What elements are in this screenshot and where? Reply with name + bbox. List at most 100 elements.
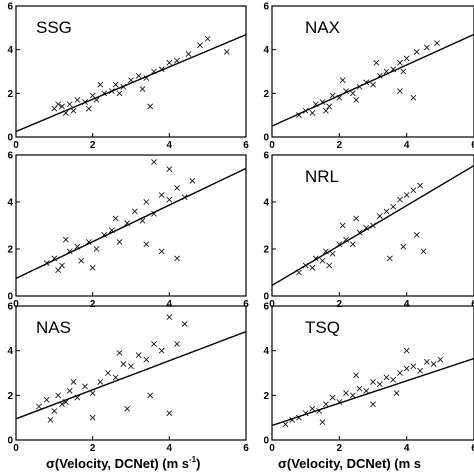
y-tick-label: 2	[7, 391, 13, 402]
data-point	[400, 68, 407, 75]
x-tick-label: 4	[404, 299, 410, 310]
points	[296, 40, 440, 119]
scatter-panel: 00 2 2 4 4 6 6	[7, 151, 249, 311]
points	[296, 182, 427, 276]
data-point	[112, 374, 119, 381]
data-point	[131, 208, 138, 215]
data-point	[322, 107, 329, 114]
data-point	[55, 267, 62, 274]
data-point	[139, 86, 146, 92]
data-point	[174, 255, 180, 262]
data-point	[59, 262, 65, 269]
data-point	[383, 208, 390, 215]
data-point	[343, 236, 349, 243]
y-tick-label: 6	[7, 151, 13, 162]
data-point	[373, 59, 380, 66]
y-tick-label: 4	[263, 45, 269, 56]
data-point	[151, 341, 157, 347]
fit-line	[272, 33, 474, 127]
x-tick-label: 0	[269, 299, 275, 310]
data-point	[410, 187, 417, 194]
data-point	[282, 421, 289, 428]
x-axis-label-left: σ(Velocity, DCNet) (m s-1)	[46, 455, 200, 471]
data-point	[339, 77, 346, 84]
x-tick-label: 0	[269, 140, 275, 151]
scatter-panel: 00 2 2 4 4 6 6 NRL	[263, 151, 474, 310]
y-tick-label: 0	[263, 292, 269, 303]
data-point	[353, 372, 360, 379]
data-point	[143, 356, 150, 363]
data-point	[339, 222, 346, 229]
data-point	[151, 159, 157, 165]
x-tick-label: 4	[167, 140, 173, 151]
data-point	[78, 257, 85, 264]
x-tick-label: 6	[243, 140, 249, 151]
data-point	[185, 51, 192, 57]
x-tick-label: 0	[13, 299, 19, 310]
data-point	[174, 185, 180, 191]
data-point	[181, 320, 188, 327]
data-point	[410, 94, 417, 101]
points	[43, 159, 196, 274]
x-tick-label: 4	[167, 443, 173, 454]
fit-line	[272, 164, 474, 287]
data-point	[397, 88, 403, 95]
data-point	[376, 381, 383, 388]
data-point	[89, 264, 96, 271]
data-point	[349, 241, 356, 248]
points	[36, 314, 188, 423]
data-point	[223, 48, 230, 55]
data-point	[143, 199, 150, 205]
panel-frame	[271, 154, 474, 297]
data-point	[147, 103, 154, 110]
data-point	[116, 90, 123, 97]
data-point	[410, 363, 417, 370]
data-point	[390, 376, 397, 383]
data-point	[370, 81, 376, 88]
x-tick-label: 4	[167, 299, 173, 310]
data-point	[189, 177, 196, 184]
data-point	[417, 367, 424, 374]
data-point	[403, 347, 410, 354]
x-tick-label: 4	[404, 140, 410, 151]
y-tick-label: 0	[7, 292, 13, 303]
data-point	[197, 42, 203, 49]
y-tick-label: 6	[7, 2, 13, 13]
data-point	[66, 101, 73, 108]
data-point	[112, 215, 119, 222]
data-point	[74, 97, 81, 103]
x-tick-label: 4	[404, 443, 410, 454]
fit-line	[16, 167, 246, 280]
data-point	[97, 81, 104, 88]
data-point	[89, 390, 96, 396]
data-point	[70, 379, 77, 385]
data-point	[356, 385, 363, 392]
data-point	[309, 405, 316, 412]
y-tick-label: 6	[263, 302, 269, 313]
data-point	[204, 35, 211, 42]
x-tick-label: 6	[243, 443, 249, 454]
panel-label: SSG	[36, 18, 72, 37]
data-point	[390, 66, 397, 73]
data-point	[393, 390, 400, 396]
x-tick-label: 0	[13, 140, 19, 151]
x-tick-label: 0	[13, 443, 19, 454]
y-tick-label: 4	[7, 45, 13, 56]
data-point	[423, 44, 430, 51]
data-point	[66, 387, 73, 394]
data-point	[158, 248, 165, 255]
data-point	[397, 196, 403, 203]
x-tick-label: 2	[337, 299, 343, 310]
x-tick-label: 2	[337, 140, 343, 151]
data-point	[55, 101, 62, 108]
data-point	[363, 224, 370, 231]
data-point	[397, 59, 403, 66]
data-point	[128, 363, 134, 370]
data-point	[413, 48, 420, 55]
data-point	[55, 392, 62, 399]
x-tick-label: 6	[471, 140, 474, 151]
data-point	[51, 408, 58, 414]
data-point	[397, 370, 403, 376]
